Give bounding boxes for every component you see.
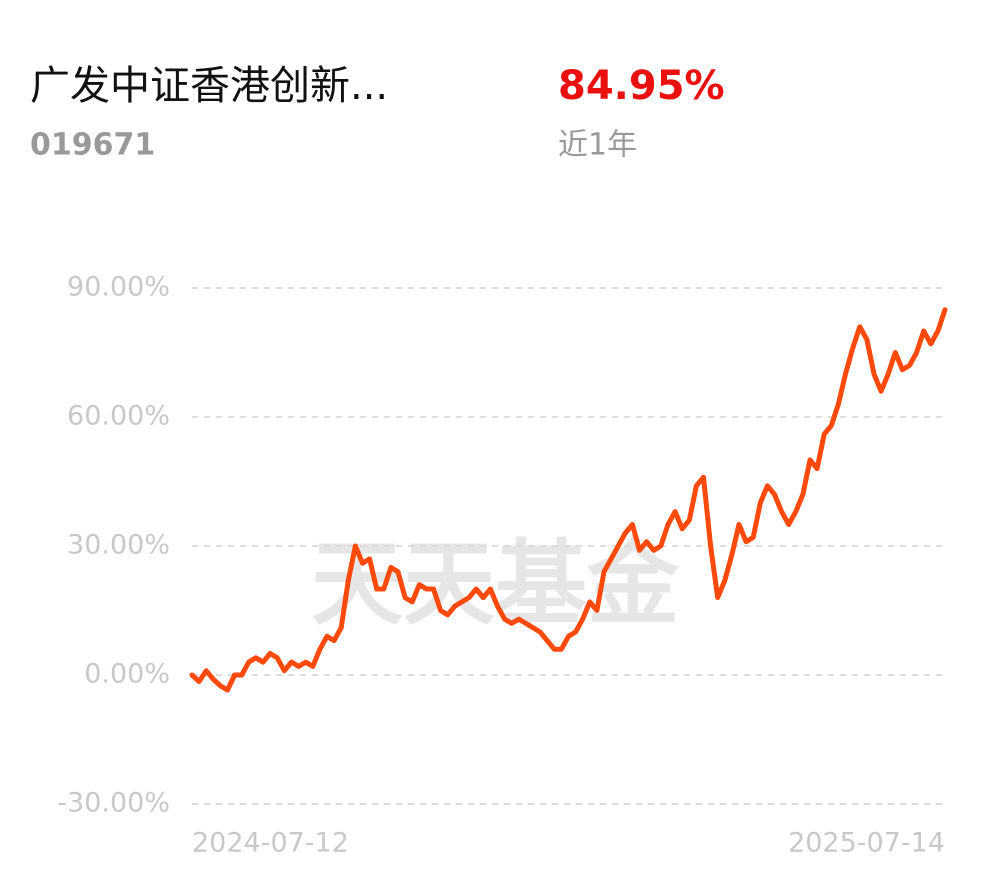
return-value: 84.95% [558,63,725,109]
return-line [189,307,948,693]
y-tick-label: 0.00% [84,659,170,690]
y-tick-label: 90.00% [67,272,170,303]
period-label: 近1年 [558,128,637,163]
y-tick-label: -30.00% [57,788,170,819]
fund-name: 广发中证香港创新... [30,63,388,109]
fund-code: 019671 [30,128,155,163]
x-tick-label: 2024-07-12 [192,828,349,859]
y-tick-label: 60.00% [67,401,170,432]
y-tick-label: 30.00% [67,530,170,561]
x-tick-label: 2025-07-14 [788,828,945,859]
